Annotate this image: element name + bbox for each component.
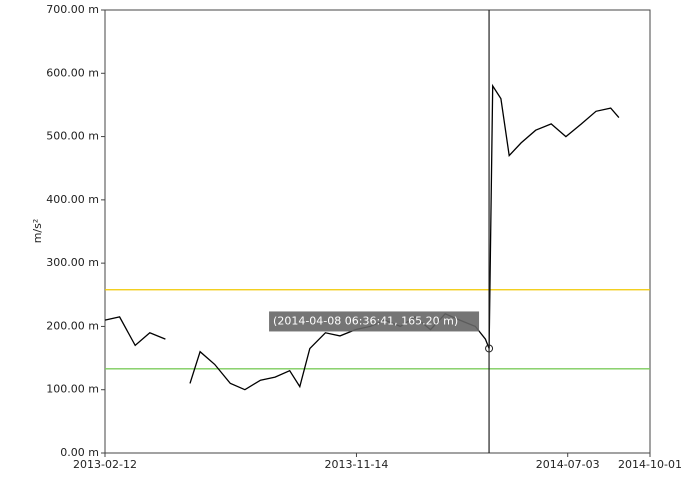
- y-tick-label: 0.00 m: [60, 446, 99, 459]
- y-tick-label: 700.00 m: [46, 3, 99, 16]
- y-tick-label: 600.00 m: [46, 66, 99, 79]
- tooltip-text: (2014-04-08 06:36:41, 165.20 m): [273, 314, 458, 327]
- plot-frame: [104, 9, 651, 454]
- x-tick-label: 2013-02-12: [73, 458, 137, 471]
- x-tick-label: 2014-07-03: [536, 458, 600, 471]
- cursor-point: [485, 344, 494, 353]
- x-tick-label: 2013-11-14: [324, 458, 388, 471]
- tooltip-box: [269, 311, 480, 332]
- y-tick-label: 100.00 m: [46, 383, 99, 396]
- y-tick-label: 300.00 m: [46, 256, 99, 269]
- y-tick-label: 400.00 m: [46, 193, 99, 206]
- y-tick-label: 500.00 m: [46, 130, 99, 143]
- y-axis-label: m/s²: [31, 219, 44, 244]
- y-tick-label: 200.00 m: [46, 319, 99, 332]
- x-tick-label: 2014-10-01: [618, 458, 682, 471]
